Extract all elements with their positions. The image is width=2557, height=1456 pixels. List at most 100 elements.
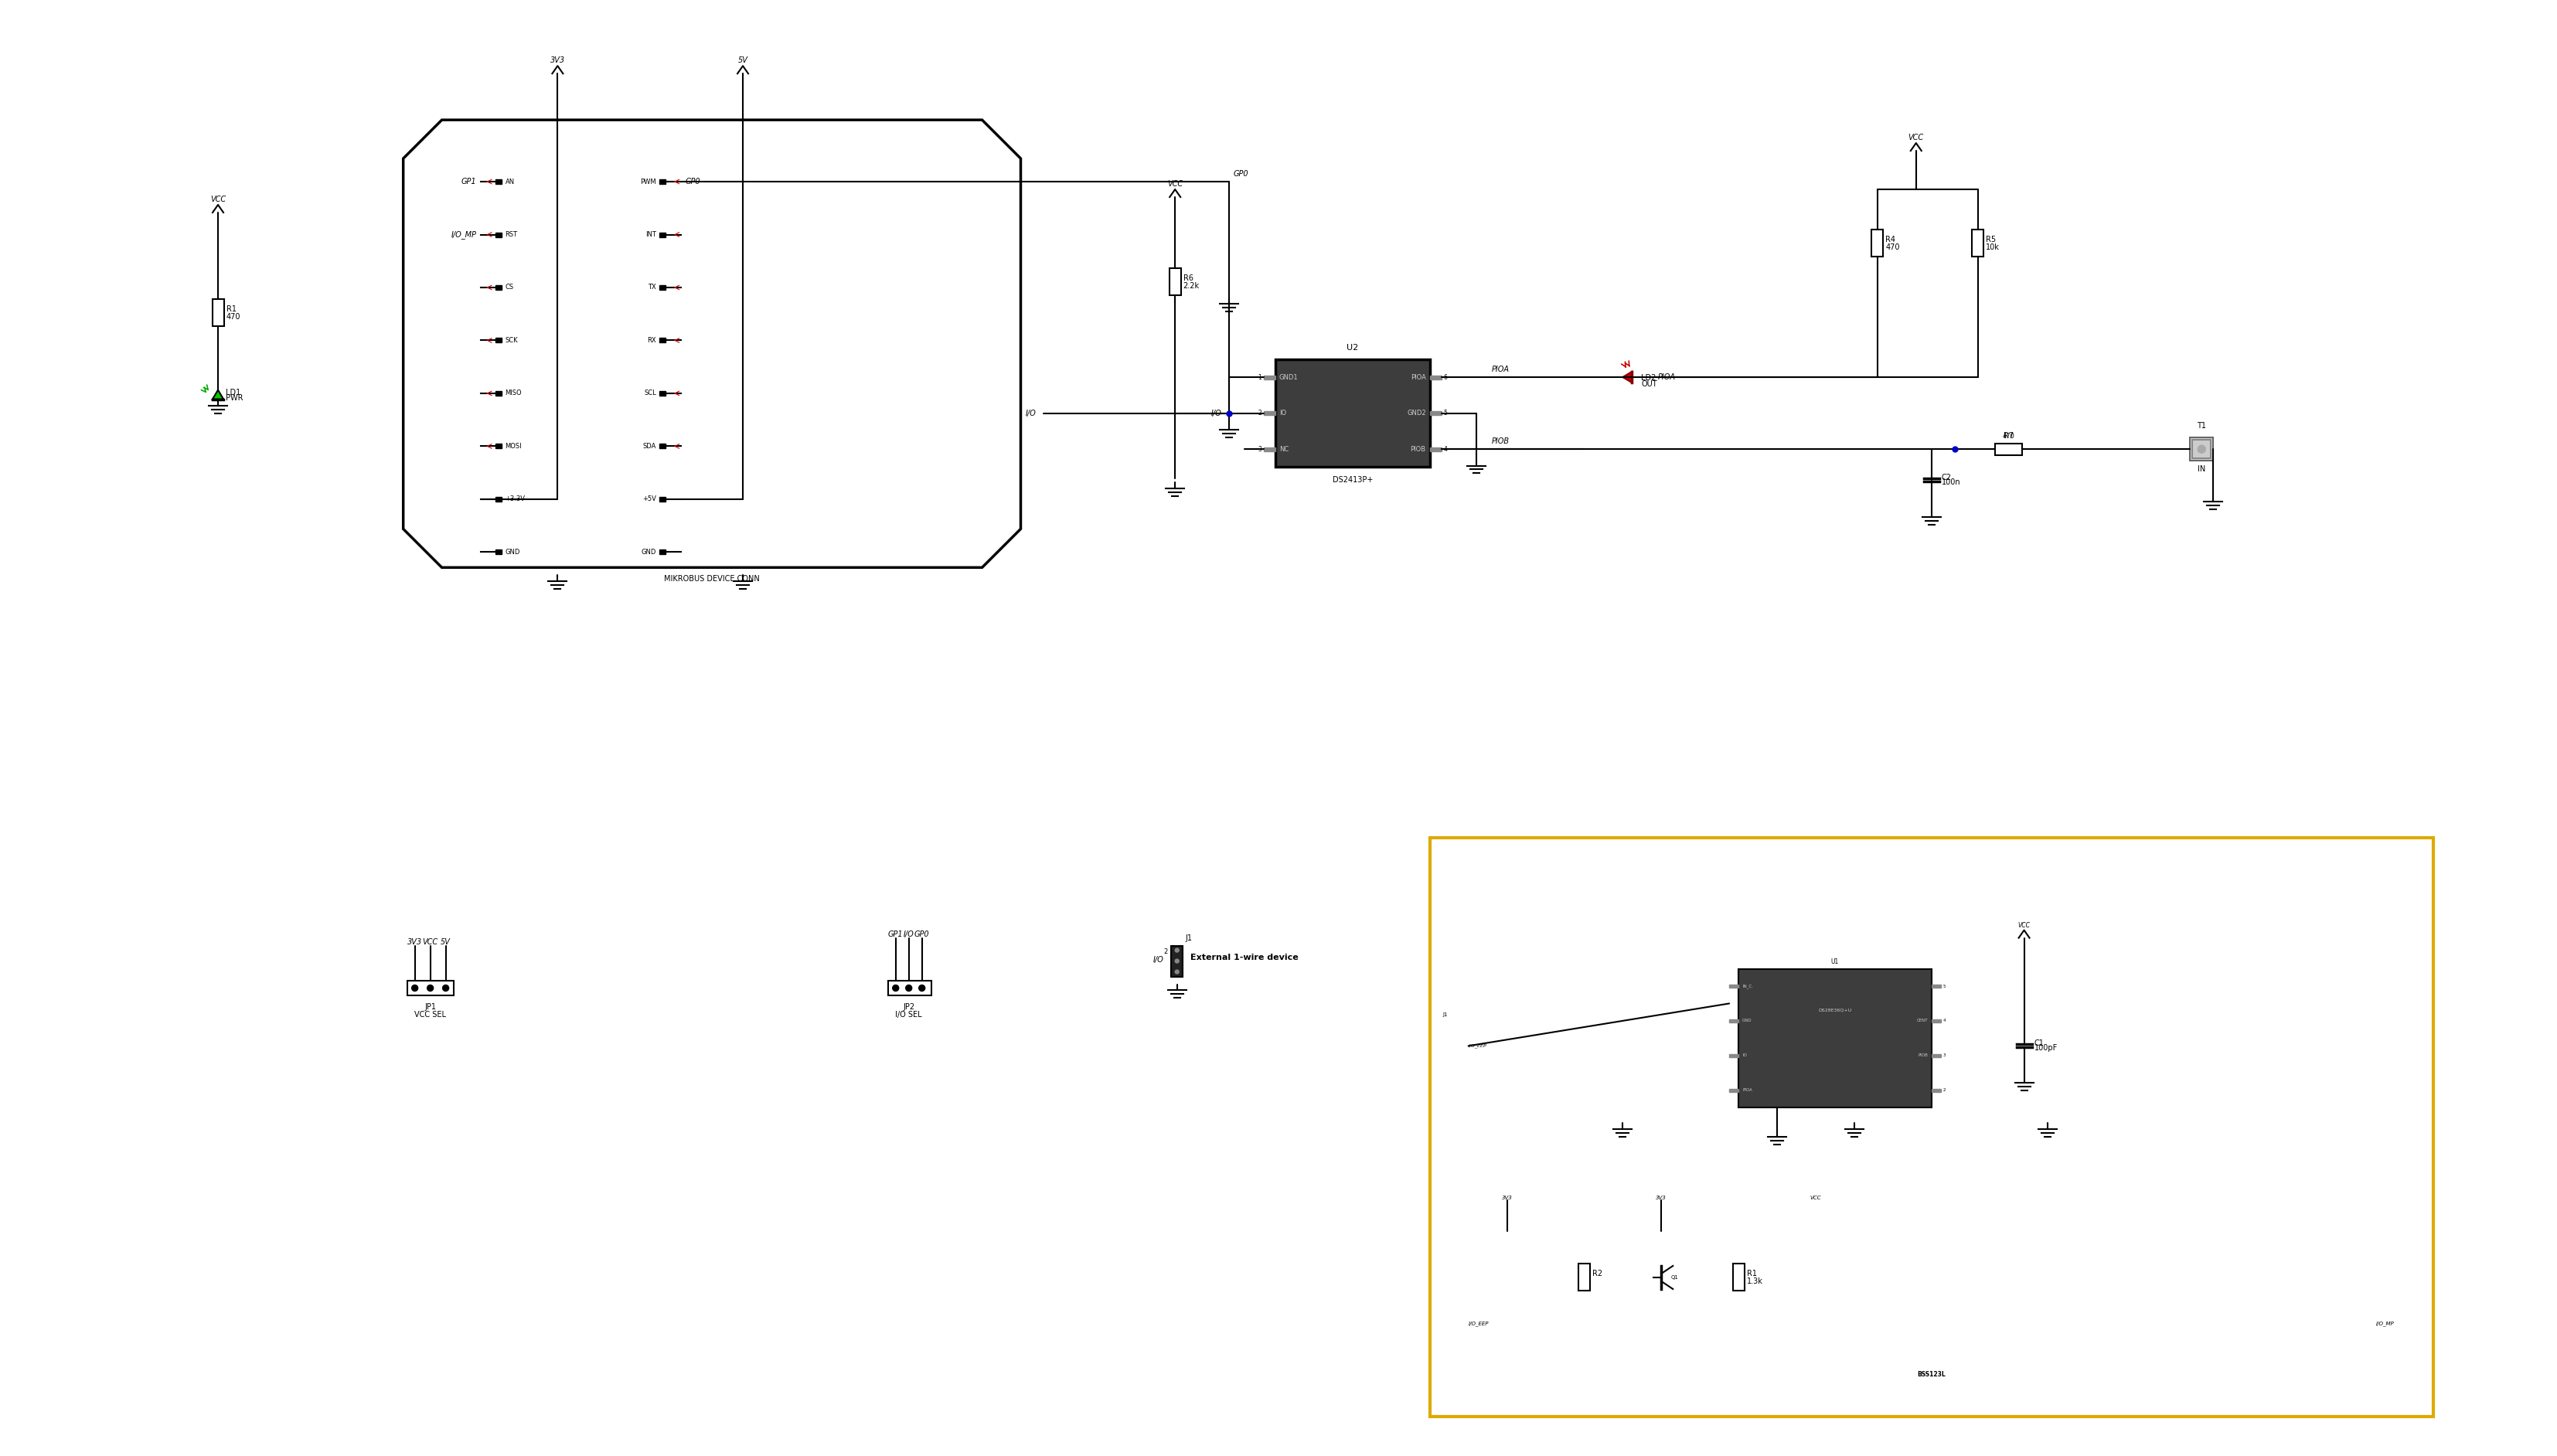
Circle shape [1176, 948, 1179, 952]
Text: MOSI: MOSI [506, 443, 522, 450]
Text: 10k: 10k [1987, 243, 2000, 250]
Text: VCC: VCC [422, 938, 437, 945]
Bar [1931, 1054, 1941, 1057]
Text: 2: 2 [1163, 948, 1169, 955]
Text: 3: 3 [1258, 446, 1261, 453]
Text: VCC: VCC [1810, 1195, 1821, 1200]
Text: +5V: +5V [642, 495, 657, 502]
Text: R4: R4 [1885, 236, 1895, 243]
Text: GP1: GP1 [460, 178, 476, 185]
Text: RX: RX [647, 336, 657, 344]
Text: VCC: VCC [1169, 181, 1184, 188]
Text: GP1: GP1 [887, 930, 903, 938]
Bar [660, 496, 665, 501]
Bar [2189, 438, 2214, 460]
Bar [1171, 945, 1184, 977]
Text: GP0: GP0 [915, 930, 931, 938]
Text: I/O_MP: I/O_MP [2375, 1321, 2393, 1326]
Text: I/O_EEP: I/O_EEP [1468, 1321, 1488, 1326]
Text: PIOA: PIOA [1657, 373, 1675, 381]
Text: VCC SEL: VCC SEL [414, 1012, 445, 1019]
Text: U1: U1 [1831, 958, 1838, 965]
Text: PIOB: PIOB [1411, 446, 1427, 453]
Text: R1: R1 [1746, 1270, 1757, 1277]
Text: I/O: I/O [903, 930, 913, 938]
Circle shape [412, 984, 417, 992]
Text: 2: 2 [1258, 409, 1261, 416]
Text: I/O_MP: I/O_MP [450, 230, 476, 239]
Circle shape [427, 984, 432, 992]
Text: IO: IO [1741, 1054, 1746, 1057]
Bar [1971, 230, 1984, 256]
Text: J1: J1 [1442, 1013, 1447, 1018]
Bar [1429, 837, 2434, 1417]
Text: 4: 4 [1445, 446, 1447, 453]
Bar [1734, 1264, 1744, 1291]
Text: I/O SEL: I/O SEL [895, 1012, 923, 1019]
Text: R7: R7 [2005, 432, 2015, 440]
Text: PIOA: PIOA [1411, 374, 1427, 380]
Bar [1263, 376, 1276, 379]
Bar [496, 233, 501, 237]
Text: AN: AN [506, 178, 514, 185]
Text: NC: NC [1278, 446, 1289, 453]
Text: SDA: SDA [642, 443, 657, 450]
Bar [212, 300, 225, 326]
Text: TX: TX [647, 284, 657, 291]
Text: C2: C2 [1941, 473, 1951, 482]
Bar [1169, 268, 1181, 296]
Text: 3V3: 3V3 [1501, 1195, 1511, 1200]
Circle shape [1176, 960, 1179, 962]
Bar [660, 392, 665, 396]
Bar [1729, 1054, 1739, 1057]
Circle shape [442, 984, 450, 992]
Bar [2191, 440, 2212, 459]
Bar [1739, 968, 1931, 1108]
Text: 5V: 5V [739, 57, 747, 64]
Text: 3V3: 3V3 [550, 57, 565, 64]
Bar [1931, 984, 1941, 987]
Text: VCC: VCC [1908, 134, 1923, 141]
Text: GP0: GP0 [1232, 170, 1248, 178]
Bar [496, 496, 501, 501]
Text: DS2413P+: DS2413P+ [1332, 476, 1373, 485]
Text: RST: RST [506, 232, 517, 237]
Bar [1263, 411, 1276, 415]
Text: LD2: LD2 [1642, 374, 1657, 381]
Text: 470: 470 [1885, 243, 1900, 250]
Text: I/O_EEP: I/O_EEP [1468, 1044, 1486, 1048]
Text: R6: R6 [1184, 274, 1194, 282]
Text: GND: GND [506, 549, 519, 556]
Text: I/O: I/O [1212, 409, 1222, 416]
Bar [1429, 447, 1442, 451]
Text: 1: 1 [1258, 374, 1261, 380]
Bar [1931, 1089, 1941, 1092]
Text: I/O: I/O [1025, 409, 1036, 416]
Text: 2.2k: 2.2k [1184, 282, 1199, 290]
Circle shape [2199, 446, 2207, 453]
Text: SCL: SCL [644, 390, 657, 397]
Text: INT: INT [647, 232, 657, 237]
Bar [660, 338, 665, 342]
Text: R1: R1 [225, 306, 235, 313]
Text: 2: 2 [1943, 1089, 1946, 1092]
Bar [1729, 1089, 1739, 1092]
Circle shape [1176, 970, 1179, 974]
Text: R5: R5 [1987, 236, 1997, 243]
Text: GND: GND [1741, 1019, 1752, 1022]
Text: MISO: MISO [506, 390, 522, 397]
Bar [407, 980, 453, 996]
Bar [1578, 1264, 1590, 1291]
Bar [1276, 360, 1429, 467]
Bar [1994, 444, 2023, 454]
Bar [1429, 411, 1442, 415]
Bar [1931, 1019, 1941, 1022]
Text: 5V: 5V [440, 938, 450, 945]
Bar [660, 285, 665, 290]
Text: 5: 5 [1445, 409, 1447, 416]
Text: LD1: LD1 [225, 389, 240, 396]
Text: CS: CS [506, 284, 514, 291]
Text: PWM: PWM [639, 178, 657, 185]
Text: IO: IO [1278, 409, 1286, 416]
Bar [660, 179, 665, 183]
